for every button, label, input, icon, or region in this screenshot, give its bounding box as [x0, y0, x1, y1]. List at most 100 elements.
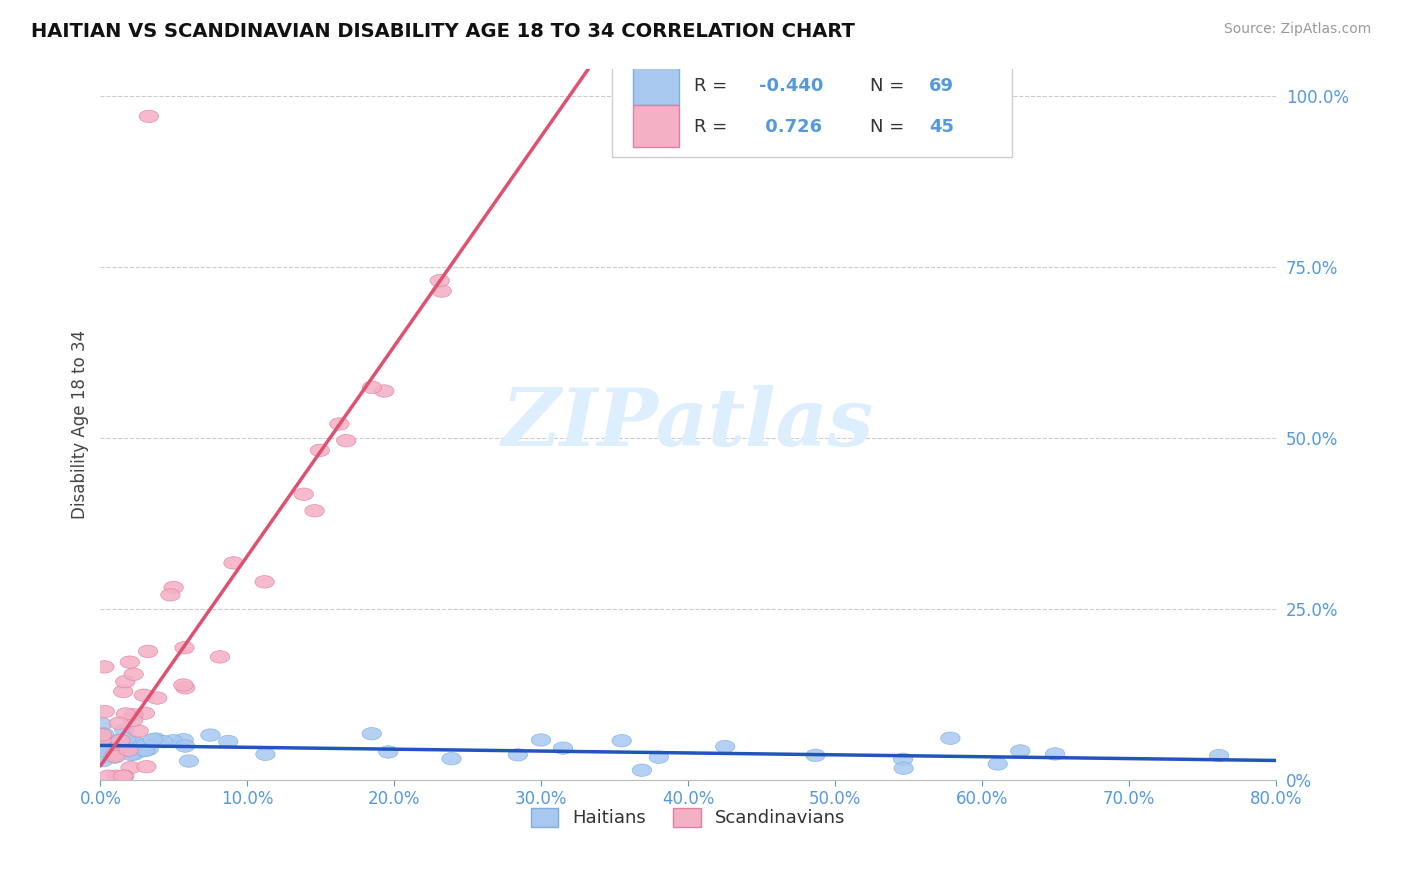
Ellipse shape — [305, 505, 325, 517]
Ellipse shape — [111, 740, 129, 753]
Ellipse shape — [988, 758, 1008, 770]
Ellipse shape — [330, 417, 349, 430]
Ellipse shape — [612, 734, 631, 747]
Ellipse shape — [176, 681, 195, 694]
Ellipse shape — [174, 679, 193, 691]
FancyBboxPatch shape — [633, 104, 679, 147]
Ellipse shape — [96, 740, 115, 752]
Ellipse shape — [97, 739, 117, 752]
Legend: Haitians, Scandinavians: Haitians, Scandinavians — [524, 801, 852, 835]
FancyBboxPatch shape — [633, 63, 679, 105]
Ellipse shape — [100, 741, 118, 754]
Ellipse shape — [104, 737, 124, 749]
Ellipse shape — [125, 736, 145, 748]
Ellipse shape — [93, 718, 112, 731]
Ellipse shape — [105, 750, 125, 763]
Ellipse shape — [98, 770, 118, 782]
Ellipse shape — [115, 675, 135, 688]
Ellipse shape — [129, 725, 148, 738]
Ellipse shape — [254, 575, 274, 588]
Ellipse shape — [176, 739, 195, 752]
Ellipse shape — [115, 723, 134, 736]
Ellipse shape — [893, 753, 912, 765]
Text: -0.440: -0.440 — [759, 78, 823, 95]
Ellipse shape — [117, 732, 136, 745]
Ellipse shape — [163, 735, 183, 747]
Text: R =: R = — [695, 78, 733, 95]
Ellipse shape — [114, 744, 134, 756]
Ellipse shape — [294, 488, 314, 500]
Ellipse shape — [633, 764, 651, 776]
Ellipse shape — [94, 728, 114, 740]
Ellipse shape — [120, 656, 139, 668]
Ellipse shape — [101, 740, 121, 753]
Ellipse shape — [114, 685, 134, 698]
Ellipse shape — [93, 743, 112, 756]
Ellipse shape — [124, 736, 143, 748]
Ellipse shape — [107, 740, 127, 753]
Ellipse shape — [120, 744, 138, 756]
Ellipse shape — [105, 748, 125, 761]
Ellipse shape — [336, 434, 356, 447]
Ellipse shape — [363, 381, 382, 393]
Ellipse shape — [100, 741, 120, 754]
Ellipse shape — [174, 641, 194, 654]
Ellipse shape — [124, 708, 143, 721]
Ellipse shape — [112, 743, 132, 756]
Ellipse shape — [124, 714, 142, 727]
Ellipse shape — [114, 770, 132, 782]
Ellipse shape — [1011, 745, 1031, 757]
Ellipse shape — [374, 384, 394, 397]
Ellipse shape — [531, 734, 551, 747]
Ellipse shape — [201, 729, 221, 741]
Ellipse shape — [94, 751, 114, 764]
Ellipse shape — [160, 589, 180, 601]
Ellipse shape — [103, 749, 122, 762]
Ellipse shape — [211, 650, 229, 663]
Ellipse shape — [93, 733, 111, 746]
Ellipse shape — [134, 689, 153, 701]
Text: Source: ZipAtlas.com: Source: ZipAtlas.com — [1223, 22, 1371, 37]
Ellipse shape — [134, 745, 153, 757]
Text: 69: 69 — [929, 78, 955, 95]
Ellipse shape — [148, 692, 167, 705]
FancyBboxPatch shape — [612, 54, 1011, 157]
Ellipse shape — [96, 749, 115, 762]
Ellipse shape — [93, 744, 111, 756]
Ellipse shape — [107, 770, 125, 782]
Ellipse shape — [1209, 749, 1229, 762]
Ellipse shape — [114, 739, 132, 751]
Ellipse shape — [139, 111, 159, 122]
Ellipse shape — [941, 732, 960, 745]
Ellipse shape — [121, 748, 141, 761]
Text: R =: R = — [695, 118, 733, 136]
Ellipse shape — [125, 747, 143, 760]
Ellipse shape — [98, 742, 118, 755]
Ellipse shape — [118, 739, 138, 751]
Ellipse shape — [111, 734, 131, 747]
Ellipse shape — [93, 742, 111, 755]
Ellipse shape — [96, 706, 114, 718]
Ellipse shape — [361, 728, 381, 740]
Ellipse shape — [135, 707, 155, 719]
Ellipse shape — [107, 738, 125, 750]
Ellipse shape — [378, 746, 398, 758]
Ellipse shape — [120, 742, 138, 755]
Ellipse shape — [97, 743, 117, 756]
Ellipse shape — [256, 748, 276, 761]
Y-axis label: Disability Age 18 to 34: Disability Age 18 to 34 — [72, 329, 89, 518]
Ellipse shape — [110, 717, 128, 730]
Ellipse shape — [136, 761, 156, 772]
Ellipse shape — [311, 444, 329, 457]
Ellipse shape — [806, 749, 825, 762]
Ellipse shape — [114, 770, 134, 782]
Text: ZIPatlas: ZIPatlas — [502, 385, 875, 463]
Ellipse shape — [117, 707, 135, 720]
Ellipse shape — [146, 733, 166, 746]
Ellipse shape — [138, 645, 157, 657]
Ellipse shape — [139, 743, 159, 756]
Ellipse shape — [165, 582, 183, 594]
Ellipse shape — [224, 557, 243, 569]
Ellipse shape — [716, 740, 735, 753]
Ellipse shape — [111, 739, 131, 751]
